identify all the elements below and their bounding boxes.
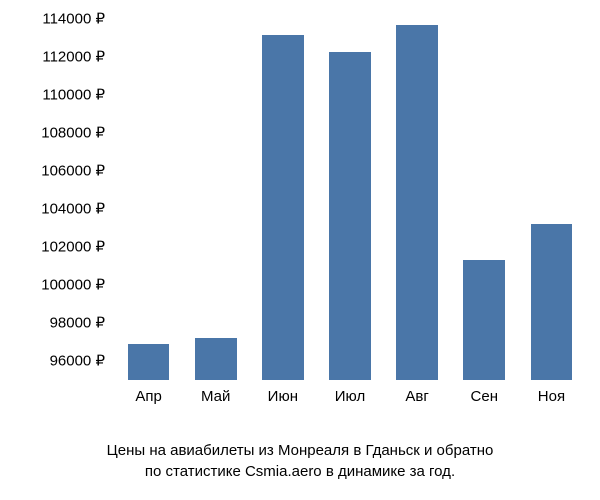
y-tick-label: 108000 ₽ (10, 126, 105, 141)
chart-bar (531, 224, 573, 380)
y-axis: 96000 ₽ 98000 ₽ 100000 ₽ 102000 ₽ 104000 ₽ 10… (10, 10, 105, 380)
caption-line-2: по статистике Csmia.aero в динамике за г… (0, 461, 600, 482)
chart-caption: Цены на авиабилеты из Монреаля в Гданьск… (0, 440, 600, 482)
y-tick-label: 98000 ₽ (10, 316, 105, 331)
y-tick-label: 106000 ₽ (10, 164, 105, 179)
x-axis: Апр Май Июн Июл Авг Сен Ноя (115, 388, 585, 418)
y-tick-label: 102000 ₽ (10, 240, 105, 255)
x-tick-label: Ноя (538, 388, 565, 405)
x-tick-label: Апр (135, 388, 161, 405)
price-chart: 96000 ₽ 98000 ₽ 100000 ₽ 102000 ₽ 104000 ₽ 10… (10, 10, 590, 430)
plot-area (115, 10, 585, 380)
y-tick-label: 112000 ₽ (10, 50, 105, 65)
chart-bar (463, 260, 505, 380)
y-tick-label: 114000 ₽ (10, 12, 105, 27)
y-tick-label: 110000 ₽ (10, 88, 105, 103)
chart-bar (329, 52, 371, 380)
x-tick-label: Июн (268, 388, 298, 405)
chart-bar (262, 35, 304, 380)
y-tick-label: 96000 ₽ (10, 354, 105, 369)
y-tick-label: 104000 ₽ (10, 202, 105, 217)
chart-bar (128, 344, 170, 380)
y-tick-label: 100000 ₽ (10, 278, 105, 293)
x-tick-label: Авг (405, 388, 428, 405)
x-tick-label: Июл (335, 388, 365, 405)
x-tick-label: Май (201, 388, 230, 405)
caption-line-1: Цены на авиабилеты из Монреаля в Гданьск… (0, 440, 600, 461)
chart-bar (195, 338, 237, 380)
x-tick-label: Сен (471, 388, 498, 405)
chart-bar (396, 25, 438, 380)
